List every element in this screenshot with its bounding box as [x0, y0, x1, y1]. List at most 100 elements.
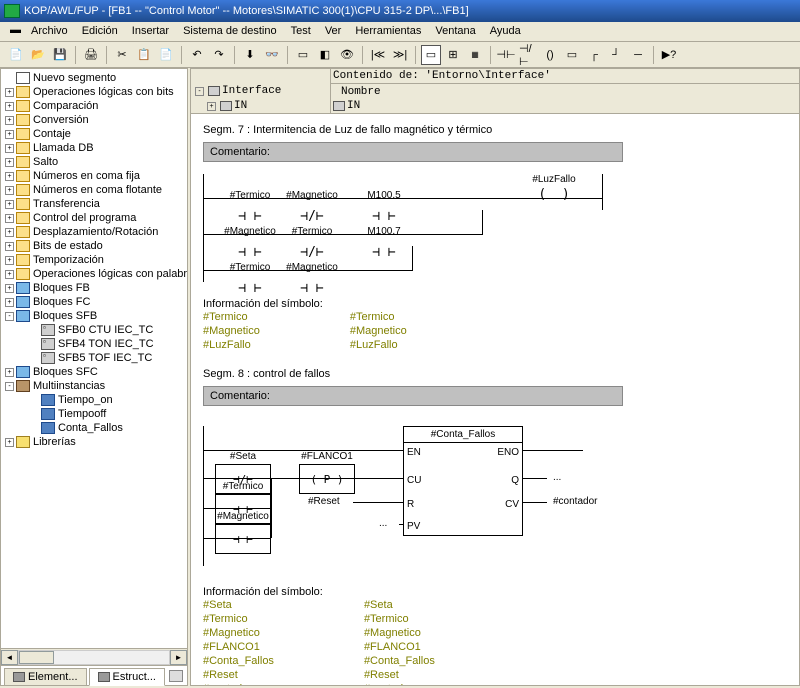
scroll-right-icon[interactable]: ► — [170, 650, 187, 665]
sidebar-item-oppal[interactable]: +Operaciones lógicas con palabras — [1, 267, 187, 281]
tb-redo-icon[interactable]: ↷ — [209, 45, 229, 65]
menu-ctrl-icon[interactable]: ▬ — [8, 24, 23, 39]
sidebar-item-sfb5[interactable]: SFB5 TOF IEC_TC — [1, 351, 187, 365]
menu-ver[interactable]: Ver — [319, 24, 348, 39]
sidebar-item-fb[interactable]: +Bloques FB — [1, 281, 187, 295]
tb-branch-close-icon[interactable]: ┘ — [606, 45, 626, 65]
expand-icon[interactable]: + — [5, 256, 14, 265]
expand-icon[interactable]: + — [5, 368, 14, 377]
menu-test[interactable]: Test — [285, 24, 317, 39]
tb-help-icon[interactable]: ▶? — [659, 45, 679, 65]
sidebar-item-fc[interactable]: +Bloques FC — [1, 295, 187, 309]
tb-prog-icon[interactable]: ▭ — [293, 45, 313, 65]
sidebar-item-sfc[interactable]: +Bloques SFC — [1, 365, 187, 379]
sidebar-item-lib[interactable]: +Librerías — [1, 435, 187, 449]
expand-icon[interactable]: + — [5, 270, 14, 279]
tb-paste-icon[interactable]: 📄 — [156, 45, 176, 65]
iface-root[interactable]: - Interface — [193, 85, 328, 97]
expand-icon[interactable]: + — [5, 116, 14, 125]
sidebar-item-conv[interactable]: +Conversión — [1, 113, 187, 127]
tb-conn-icon[interactable]: ─ — [628, 45, 648, 65]
tb-glasses-icon[interactable]: 👁 — [337, 45, 357, 65]
tb-print-icon[interactable]: 🖨 — [81, 45, 101, 65]
sidebar-item-toff[interactable]: Tiempooff — [1, 407, 187, 421]
sidebar-item-cf[interactable]: Conta_Fallos — [1, 421, 187, 435]
sidebar-item-transf[interactable]: +Transferencia — [1, 197, 187, 211]
sidebar-item-sfb4[interactable]: SFB4 TON IEC_TC — [1, 337, 187, 351]
tb-save-icon[interactable]: 💾 — [50, 45, 70, 65]
expand-icon[interactable]: - — [195, 87, 204, 96]
tb-monitor-icon[interactable]: 👓 — [262, 45, 282, 65]
expand-icon[interactable]: + — [5, 144, 14, 153]
tb-nc-icon[interactable]: ⊣⊢ — [496, 45, 516, 65]
sidebar-item-sfb[interactable]: -Bloques SFB — [1, 309, 187, 323]
sidebar-item-bitsest[interactable]: +Bits de estado — [1, 239, 187, 253]
menu-herramientas[interactable]: Herramientas — [349, 24, 427, 39]
iface-in[interactable]: + IN — [193, 100, 328, 112]
sidebar-item-fija[interactable]: +Números en coma fija — [1, 169, 187, 183]
tb-box-icon[interactable]: ▭ — [562, 45, 582, 65]
tb-no-icon[interactable]: ⊣/⊢ — [518, 45, 538, 65]
blk-icon — [16, 282, 30, 294]
sidebar-item-flot[interactable]: +Números en coma flotante — [1, 183, 187, 197]
tb-undo-icon[interactable]: ↶ — [187, 45, 207, 65]
tb-sym-icon[interactable]: ◧ — [315, 45, 335, 65]
expand-icon[interactable]: + — [5, 214, 14, 223]
expand-icon[interactable]: + — [5, 88, 14, 97]
sidebar-item-comp[interactable]: +Comparación — [1, 99, 187, 113]
sidebar-item-ctrlprog[interactable]: +Control del programa — [1, 211, 187, 225]
expand-icon[interactable]: + — [5, 284, 14, 293]
expand-icon[interactable]: - — [5, 382, 14, 391]
tb-cut-icon[interactable]: ✂ — [112, 45, 132, 65]
expand-icon[interactable]: + — [5, 186, 14, 195]
tb-new-icon[interactable]: 📄 — [6, 45, 26, 65]
expand-icon[interactable]: + — [5, 438, 14, 447]
catalog-tree[interactable]: Nuevo segmento+Operaciones lógicas con b… — [1, 69, 187, 648]
menu-ventana[interactable]: Ventana — [429, 24, 481, 39]
tab-element[interactable]: Element... — [4, 668, 87, 686]
menu-sistema[interactable]: Sistema de destino — [177, 24, 283, 39]
tab-estruct[interactable]: Estruct... — [89, 668, 165, 686]
scroll-left-icon[interactable]: ◄ — [1, 650, 18, 665]
expand-icon[interactable]: + — [5, 228, 14, 237]
sidebar-item-lldb[interactable]: +Llamada DB — [1, 141, 187, 155]
expand-icon[interactable]: + — [5, 158, 14, 167]
ladder-editor[interactable]: Segm. 7 : Intermitencia de Luz de fallo … — [191, 114, 799, 685]
sidebar-item-temp[interactable]: +Temporización — [1, 253, 187, 267]
tb-download-icon[interactable]: ⬇ — [240, 45, 260, 65]
sidebar-status-icon[interactable] — [169, 670, 183, 682]
expand-icon[interactable]: - — [5, 312, 14, 321]
menu-edicion[interactable]: Edición — [76, 24, 124, 39]
expand-icon[interactable]: + — [5, 130, 14, 139]
scroll-thumb[interactable] — [19, 651, 54, 664]
sidebar-hscroll[interactable]: ◄ ► — [1, 648, 187, 665]
expand-icon[interactable]: + — [5, 172, 14, 181]
tb-view2-icon[interactable]: ⊞ — [443, 45, 463, 65]
sidebar-item-cont[interactable]: +Contaje — [1, 127, 187, 141]
expand-icon[interactable]: + — [5, 298, 14, 307]
tb-open-icon[interactable]: 📂 — [28, 45, 48, 65]
sidebar-item-opbits[interactable]: +Operaciones lógicas con bits — [1, 85, 187, 99]
expand-icon[interactable]: + — [207, 102, 216, 111]
tb-goto-start-icon[interactable]: |≪ — [368, 45, 388, 65]
sidebar-item-salto[interactable]: +Salto — [1, 155, 187, 169]
sidebar-item-nuevo[interactable]: Nuevo segmento — [1, 71, 187, 85]
expand-icon[interactable]: + — [5, 242, 14, 251]
sidebar-item-sfb0[interactable]: SFB0 CTU IEC_TC — [1, 323, 187, 337]
sidebar-item-desp[interactable]: +Desplazamiento/Rotación — [1, 225, 187, 239]
tb-copy-icon[interactable]: 📋 — [134, 45, 154, 65]
seg7-comment[interactable]: Comentario: — [203, 142, 623, 162]
seg8-comment[interactable]: Comentario: — [203, 386, 623, 406]
expand-icon[interactable]: + — [5, 102, 14, 111]
tb-goto-end-icon[interactable]: ≫| — [390, 45, 410, 65]
menu-insertar[interactable]: Insertar — [126, 24, 175, 39]
sidebar-item-ton[interactable]: Tiempo_on — [1, 393, 187, 407]
tb-coil-icon[interactable]: () — [540, 45, 560, 65]
tb-branch-open-icon[interactable]: ┌ — [584, 45, 604, 65]
tb-view3-icon[interactable]: ▦ — [465, 45, 485, 65]
tb-view1-icon[interactable]: ▭ — [421, 45, 441, 65]
menu-archivo[interactable]: Archivo — [25, 24, 74, 39]
expand-icon[interactable]: + — [5, 200, 14, 209]
sidebar-item-multi[interactable]: -Multiinstancias — [1, 379, 187, 393]
menu-ayuda[interactable]: Ayuda — [484, 24, 527, 39]
